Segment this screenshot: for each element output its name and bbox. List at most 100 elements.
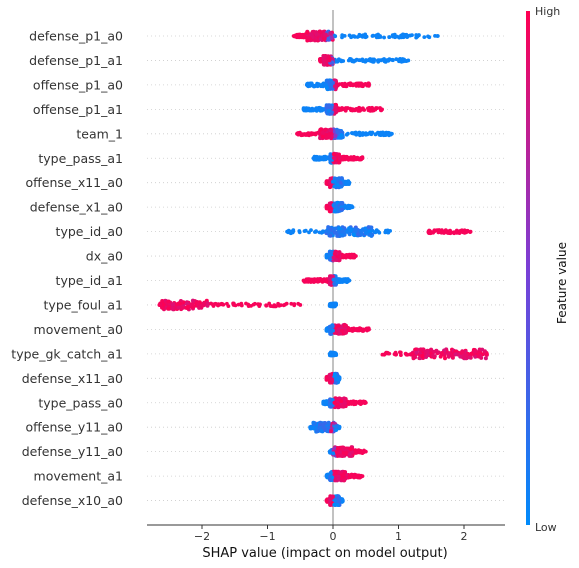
shap-point (289, 229, 293, 234)
shap-point (363, 449, 368, 454)
shap-point (348, 228, 353, 233)
shap-point (308, 425, 312, 430)
shap-point (333, 133, 338, 138)
shap-point (157, 303, 162, 307)
shap-point (373, 132, 378, 137)
shap-point (343, 108, 348, 113)
shap-point (366, 225, 371, 230)
shap-point (344, 450, 349, 455)
shap-point (358, 133, 362, 138)
shap-point (244, 301, 248, 306)
shap-point (317, 29, 322, 34)
shap-point (333, 470, 338, 475)
shap-point (320, 157, 325, 162)
shap-point (410, 351, 415, 356)
shap-point (379, 58, 383, 63)
shap-point (321, 426, 326, 430)
shap-point (350, 108, 355, 113)
shap-point (347, 33, 352, 38)
shap-point (332, 84, 337, 89)
shap-point (328, 477, 333, 482)
shap-point (348, 327, 352, 332)
shap-point (318, 425, 323, 430)
shap-point (347, 278, 352, 283)
shap-point (324, 376, 329, 381)
shap-point (328, 157, 332, 162)
feature-row-points (295, 127, 394, 141)
shap-point (457, 231, 462, 236)
shap-point (354, 254, 358, 258)
shap-point (347, 232, 352, 237)
shap-point (326, 229, 331, 234)
shap-point (322, 62, 327, 67)
shap-point (328, 31, 333, 36)
shap-point (418, 347, 423, 352)
shap-point (295, 131, 299, 136)
shap-point (327, 449, 332, 454)
shap-point (324, 327, 329, 332)
feature-row-points (324, 322, 371, 336)
shap-point (391, 58, 395, 63)
shap-point (324, 205, 329, 210)
shap-point (332, 281, 337, 286)
shap-point (166, 299, 171, 304)
shap-point (339, 277, 344, 282)
shap-point (339, 207, 344, 212)
shap-point (269, 304, 274, 308)
shap-point (332, 156, 337, 161)
feature-row-points (304, 78, 371, 92)
shap-point (397, 57, 402, 62)
shap-point (305, 30, 310, 35)
shap-point (448, 353, 453, 357)
shap-point (344, 204, 349, 209)
shap-point (331, 255, 336, 260)
shap-point (453, 230, 458, 235)
shap-point (304, 83, 309, 87)
shap-point (410, 33, 414, 37)
shap-point (349, 400, 354, 405)
shap-point (251, 302, 256, 307)
shap-point (399, 353, 403, 357)
shap-point (307, 37, 312, 41)
shap-point (291, 34, 296, 38)
shap-point (356, 327, 361, 332)
shap-point (332, 350, 337, 355)
shap-point (329, 377, 334, 382)
shap-point (458, 354, 463, 359)
shap-point (337, 425, 342, 430)
shap-point (357, 399, 362, 404)
shap-point (390, 33, 395, 37)
shap-point (360, 329, 365, 333)
shap-point (476, 354, 481, 359)
shap-point (440, 351, 445, 355)
shap-point (361, 59, 365, 63)
shap-point (320, 278, 325, 282)
shap-point (324, 105, 329, 110)
shap-point (337, 376, 342, 381)
shap-point (335, 233, 340, 238)
feature-row-points (311, 151, 365, 165)
shap-point (333, 108, 338, 113)
feature-row-points (324, 371, 342, 385)
shap-point (406, 58, 411, 63)
shap-point (264, 303, 269, 308)
shap-point (394, 57, 399, 62)
shap-point (180, 306, 185, 310)
shap-point (315, 429, 320, 434)
shap-point (371, 33, 375, 38)
shap-point (298, 303, 303, 307)
shap-point (328, 205, 333, 210)
shap-point (464, 353, 469, 358)
shap-point (297, 229, 302, 233)
shap-point (201, 303, 206, 308)
shap-point (285, 229, 289, 234)
shap-point (344, 84, 349, 89)
shap-point (333, 424, 338, 429)
shap-point (352, 475, 357, 480)
shap-point (324, 474, 329, 478)
feature-row-points (285, 225, 473, 238)
shap-point (186, 304, 190, 309)
shap-point (402, 33, 406, 38)
shap-point (160, 299, 165, 303)
shap-point (363, 400, 368, 405)
